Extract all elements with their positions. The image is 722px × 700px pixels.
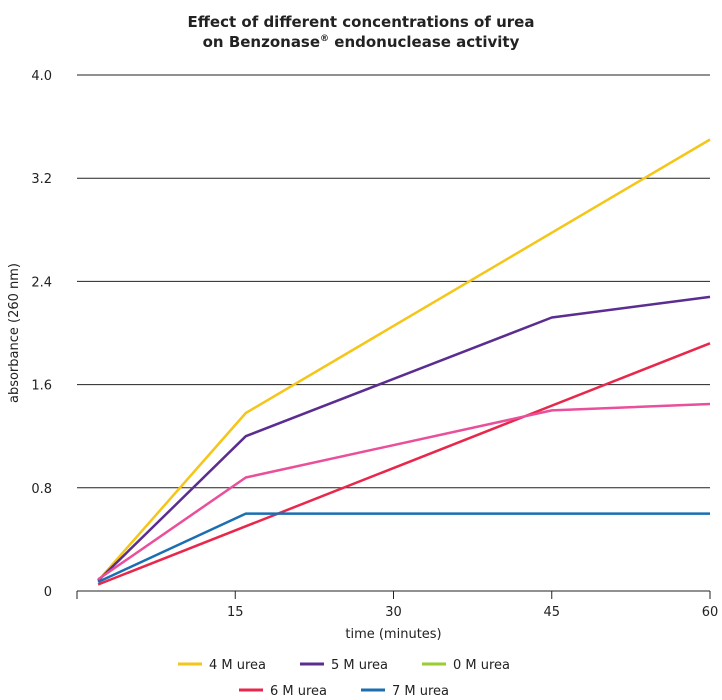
legend-label: 5 M urea xyxy=(331,658,388,673)
x-tick-label: 60 xyxy=(702,605,719,620)
y-axis-label: absorbance (260 nm) xyxy=(7,263,22,403)
series-line-5-m-urea xyxy=(97,295,711,582)
x-axis-label: time (minutes) xyxy=(345,627,441,642)
legend-label: 6 M urea xyxy=(270,684,327,699)
series-line-7-m-urea xyxy=(97,512,710,584)
y-tick-label: 0 xyxy=(44,585,52,600)
y-tick-label: 1.6 xyxy=(31,379,52,394)
y-tick-label: 2.4 xyxy=(31,275,52,290)
y-tick-label: 0.8 xyxy=(31,482,52,497)
registered-mark: ® xyxy=(320,34,330,44)
title-line-2-prefix: on Benzonase xyxy=(202,33,321,51)
title-line-2-suffix: endonuclease activity xyxy=(329,33,520,51)
chart-title: Effect of different concentrations of ur… xyxy=(0,12,722,52)
chart-title-line-1: Effect of different concentrations of ur… xyxy=(187,13,535,31)
chart-title-line-2: on Benzonase® endonuclease activity xyxy=(0,32,722,52)
x-tick-label: 15 xyxy=(227,605,244,620)
x-tick-label: 30 xyxy=(385,605,402,620)
series-line-6-m-urea xyxy=(97,342,711,586)
series-line-unlabeled xyxy=(97,402,711,581)
x-tick-label: 45 xyxy=(543,605,560,620)
legend-label: 7 M urea xyxy=(392,684,449,699)
series-line-4-m-urea xyxy=(97,138,711,582)
y-tick-label: 3.2 xyxy=(31,172,52,187)
legend-label: 4 M urea xyxy=(209,658,266,673)
y-tick-label: 4.0 xyxy=(31,69,52,84)
legend-label: 0 M urea xyxy=(453,658,510,673)
